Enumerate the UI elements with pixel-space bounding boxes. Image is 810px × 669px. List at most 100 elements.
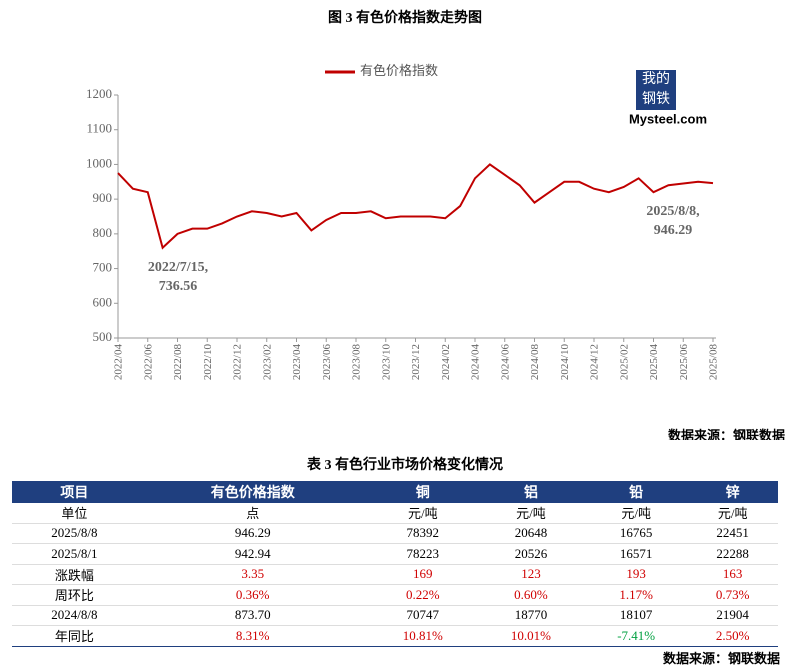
cell: 0.22% <box>368 584 477 606</box>
cell: 年同比 <box>12 625 137 647</box>
cell: 8.31% <box>136 625 369 647</box>
cell: 169 <box>368 564 477 585</box>
x-tick-label: 2022/04 <box>113 344 125 381</box>
header-cell: 铜 <box>415 486 430 501</box>
cell: 78392 <box>368 523 477 544</box>
annotation: 2025/8/8, <box>646 204 699 219</box>
row: 2025/8/8 946.29 78392 20648 16765 22451 <box>12 523 778 544</box>
x-tick-label: 2024/02 <box>440 344 452 380</box>
cell: 0.73% <box>687 584 778 606</box>
cell: 周环比 <box>12 584 137 606</box>
x-tick-label: 2025/04 <box>648 344 660 381</box>
cell: 18107 <box>585 605 688 626</box>
cell: 2024/8/8 <box>12 605 137 626</box>
chart: 图 3 有色价格指数走势图 有色价格指数 我的 钢铁 Mysteel.com 数… <box>86 9 785 440</box>
x-tick-label: 2022/12 <box>232 344 244 380</box>
cell: 18770 <box>476 605 586 626</box>
annotation: 2022/7/15, <box>148 260 208 275</box>
cell: 1.17% <box>585 584 688 606</box>
header-cell: 铝 <box>523 486 538 501</box>
cell: 123 <box>476 564 586 585</box>
cell: 873.70 <box>136 605 369 626</box>
cell: 元/吨 <box>687 503 778 524</box>
annotation: 736.56 <box>159 279 198 294</box>
table: 项目 有色价格指数铜铝铅锌单位点元/吨 元/吨 元/吨 元/吨 2025/8/8 946.2… <box>12 481 778 647</box>
row: 年同比 8.31% 10.81% 10.01% -7.41% 2.50% <box>12 625 778 647</box>
cell: 2.50% <box>687 625 778 647</box>
row: 2025/8/1 942.94 78223 20526 16571 22288 <box>12 543 778 565</box>
x-tick-label: 2024/08 <box>529 344 541 381</box>
x-tick-label: 2022/06 <box>142 344 154 381</box>
cell: 2025/8/8 <box>12 523 137 544</box>
y-tick-label: 500 <box>93 329 113 344</box>
x-tick-label: 2024/06 <box>499 344 511 381</box>
row: 2024/8/8 873.70 70747 18770 18107 21904 <box>12 605 778 626</box>
cell: 21904 <box>687 605 778 626</box>
row: 单位点元/吨 元/吨 元/吨 元/吨 <box>12 503 778 524</box>
header-cell: 有色价格指数 <box>210 486 295 501</box>
y-tick-label: 1100 <box>86 121 112 136</box>
header-row: 项目 有色价格指数 铜 铝 铅 锌 <box>12 481 778 503</box>
cell: 10.01% <box>476 625 586 647</box>
cell: 2025/8/1 <box>12 543 137 565</box>
table-title: 表 3 有色行业市场价格变化情况 <box>307 458 503 473</box>
y-tick-label: 800 <box>93 225 113 240</box>
cell: 3.35 <box>136 564 369 585</box>
cell: 0.36% <box>136 584 369 606</box>
legend-label: 有色价格指数 <box>360 63 438 78</box>
cell: 78223 <box>368 543 477 565</box>
x-tick-label: 2023/10 <box>380 344 392 381</box>
x-tick-label: 2023/08 <box>351 344 363 381</box>
cell: 单位 <box>12 503 137 524</box>
figure-title: 图 3 有色价格指数走势图 <box>328 9 482 26</box>
y-tick-label: 900 <box>93 190 113 205</box>
cell: 193 <box>585 564 688 585</box>
cell: 16765 <box>585 523 688 544</box>
cell: 元/吨 <box>585 503 688 524</box>
line <box>117 163 714 250</box>
cell: -7.41% <box>585 625 688 647</box>
header-cell: 锌 <box>725 486 740 501</box>
x-tick-label: 2025/08 <box>708 344 720 381</box>
cell: 16571 <box>585 543 688 565</box>
cell: 22288 <box>687 543 778 565</box>
x-tick-label: 2025/06 <box>678 344 690 381</box>
cell: 元/吨 <box>368 503 477 524</box>
source: 数据来源：钢联数据 <box>662 651 780 666</box>
logo-box <box>636 70 676 110</box>
cell: 22451 <box>687 523 778 544</box>
x-tick-label: 2023/04 <box>291 344 303 381</box>
row: 涨跌幅 3.35 169 123 193 163 <box>12 564 778 585</box>
y-tick-label: 1000 <box>86 155 112 170</box>
logo-text: 我的 <box>642 71 670 87</box>
x-tick-label: 2022/10 <box>202 344 214 381</box>
y-tick-label: 600 <box>93 294 113 309</box>
header-cell: 铅 <box>629 486 644 501</box>
cell: 元/吨 <box>476 503 586 524</box>
cell: 10.81% <box>368 625 477 647</box>
y-tick-label: 700 <box>93 260 113 275</box>
header-cell: 项目 <box>60 486 89 501</box>
cell: 946.29 <box>136 523 369 544</box>
x-tick-label: 2023/12 <box>410 344 422 380</box>
cell: 163 <box>687 564 778 585</box>
source: 数据来源：钢联数据 <box>668 428 785 440</box>
cell: 0.60% <box>476 584 586 606</box>
y-tick-label: 1200 <box>86 86 112 101</box>
row: 周环比 0.36% 0.22% 0.60% 1.17% 0.73% <box>12 584 778 606</box>
x-tick-label: 2024/04 <box>470 344 482 381</box>
x-tick-label: 2024/12 <box>589 344 601 380</box>
cell: 点 <box>136 503 369 524</box>
cell: 涨跌幅 <box>12 564 137 585</box>
x-tick-label: 2023/02 <box>261 344 273 380</box>
cell: 70747 <box>368 605 477 626</box>
cell: 20526 <box>476 543 586 565</box>
annotation: 946.29 <box>654 223 693 238</box>
x-tick-label: 2025/02 <box>618 344 630 380</box>
x-tick-label: 2022/08 <box>172 344 184 381</box>
logo-text: Mysteel.com <box>629 111 707 126</box>
logo-text: 钢铁 <box>642 91 670 107</box>
x-tick-label: 2024/10 <box>559 344 571 381</box>
cell: 942.94 <box>136 543 369 565</box>
